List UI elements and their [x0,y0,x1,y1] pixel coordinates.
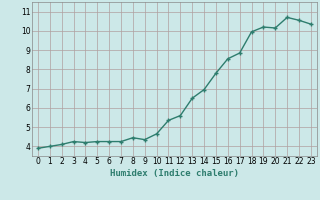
X-axis label: Humidex (Indice chaleur): Humidex (Indice chaleur) [110,169,239,178]
